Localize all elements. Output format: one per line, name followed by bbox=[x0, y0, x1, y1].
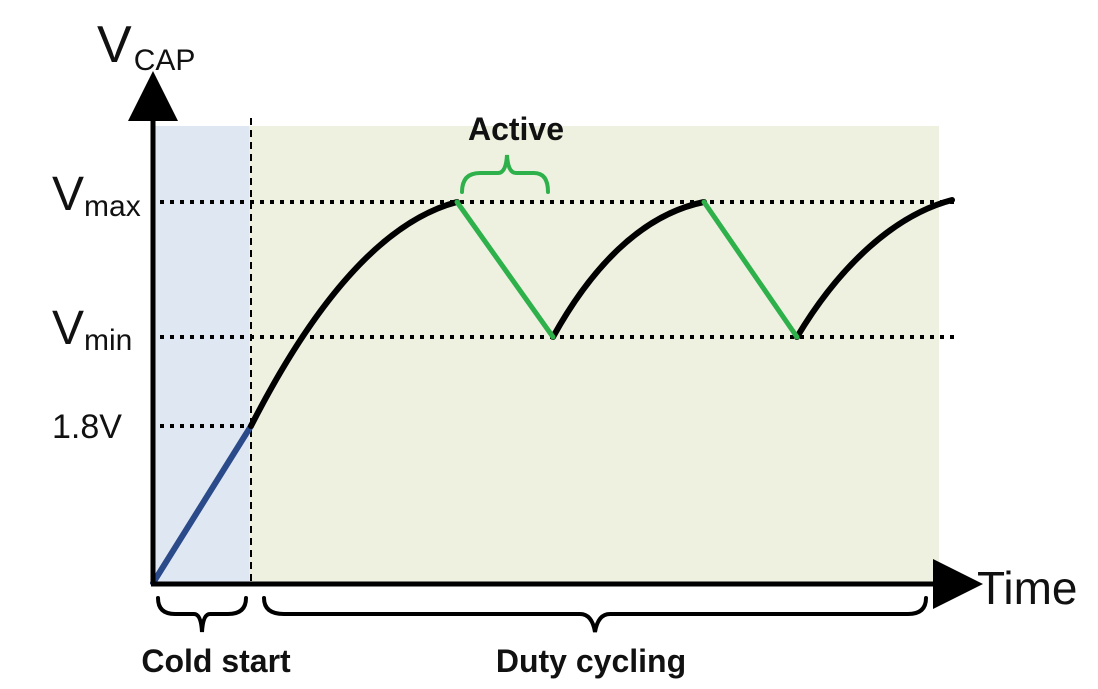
charging-curve-2 bbox=[550, 199, 707, 340]
cold-start-label: Cold start bbox=[141, 643, 291, 679]
active-brace bbox=[460, 154, 550, 194]
active-label: Active bbox=[468, 111, 564, 147]
charging-curve-3 bbox=[794, 197, 955, 340]
vmax-label: Vmax bbox=[52, 168, 141, 223]
active-segment-1 bbox=[454, 199, 556, 340]
cold-start-brace bbox=[156, 596, 248, 633]
vmin-label: Vmin bbox=[52, 302, 132, 357]
charging-curve-1 bbox=[248, 199, 460, 429]
x-axis-label: Time bbox=[977, 562, 1078, 614]
y-axis-label: VCAP bbox=[97, 16, 195, 77]
threshold-label: 1.8V bbox=[52, 408, 122, 446]
active-segment-2 bbox=[701, 199, 800, 340]
duty-cycling-brace bbox=[262, 596, 928, 633]
duty-cycling-label: Duty cycling bbox=[496, 643, 686, 679]
duty-cycling-region bbox=[249, 126, 939, 584]
cold-start-curve bbox=[150, 423, 254, 586]
cold-start-region bbox=[153, 126, 249, 584]
